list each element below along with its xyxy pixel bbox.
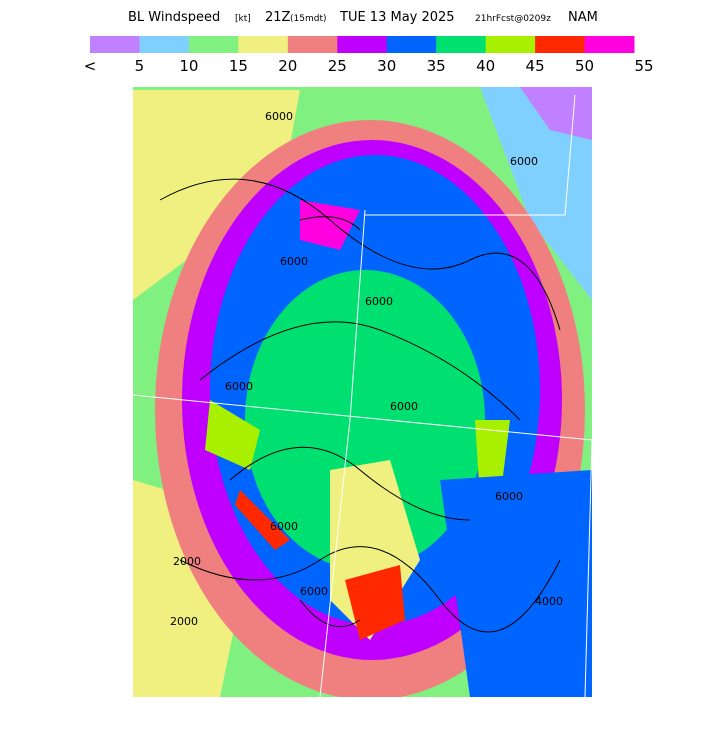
contour-label: 4000 (535, 595, 563, 608)
field (300, 200, 360, 250)
contour-label: 6000 (510, 155, 538, 168)
field (205, 400, 260, 470)
field (440, 470, 592, 697)
contour-label: 6000 (300, 585, 328, 598)
legend-label: < (84, 57, 97, 75)
legend-label: 20 (278, 57, 297, 75)
title-part: [kt] (235, 14, 251, 24)
legend-swatch (90, 36, 140, 53)
legend-swatch (535, 36, 586, 53)
legend-label: 50 (575, 57, 594, 75)
field (133, 90, 300, 300)
title-part: (15mdt) (290, 14, 326, 24)
legend-swatch (188, 36, 239, 53)
legend-swatch (238, 36, 289, 53)
legend-swatch (386, 36, 437, 53)
legend-label: 55 (634, 57, 653, 75)
title-part: TUE 13 May 2025 (339, 10, 455, 25)
contour-label: 2000 (173, 555, 201, 568)
map: 6000 6000 6000 6000 6000 6000 6000 6000 … (133, 87, 592, 697)
legend-label: 5 (135, 57, 145, 75)
field (235, 490, 290, 550)
title-part: NAM (568, 10, 598, 25)
legend-label: 45 (526, 57, 545, 75)
boundaries (133, 94, 592, 697)
title: BL Windspeed [kt] 21Z (15mdt) TUE 13 May… (128, 10, 598, 25)
contour-label: 6000 (270, 520, 298, 533)
field (520, 87, 592, 140)
field (345, 565, 405, 640)
legend-swatch (287, 36, 338, 53)
contours (159, 178, 561, 633)
legend-label: 25 (328, 57, 347, 75)
field (480, 87, 592, 300)
field (245, 270, 485, 570)
legend-label: 10 (179, 57, 198, 75)
legend-swatch (584, 36, 635, 53)
title-part: 21hrFcst@0209z (475, 14, 551, 24)
contour-label: 2000 (170, 615, 198, 628)
contour-label: 6000 (280, 255, 308, 268)
contour-label: 6000 (265, 110, 293, 123)
legend-swatch (436, 36, 487, 53)
contour-label: 6000 (390, 400, 418, 413)
legend-label: 30 (377, 57, 396, 75)
contour-label: 6000 (365, 295, 393, 308)
title-part: 21Z (265, 10, 291, 25)
legend-label: 15 (229, 57, 248, 75)
contour-label: 6000 (495, 490, 523, 503)
contour-label: 6000 (225, 380, 253, 393)
legend-swatch (337, 36, 388, 53)
legend-swatch (485, 36, 536, 53)
title-part: BL Windspeed (128, 10, 220, 25)
legend-swatch (139, 36, 190, 53)
legend: <5 10 15 20 25 30 35 40 45 50 55 (84, 36, 654, 75)
legend-label: 40 (476, 57, 495, 75)
legend-label: 35 (427, 57, 446, 75)
